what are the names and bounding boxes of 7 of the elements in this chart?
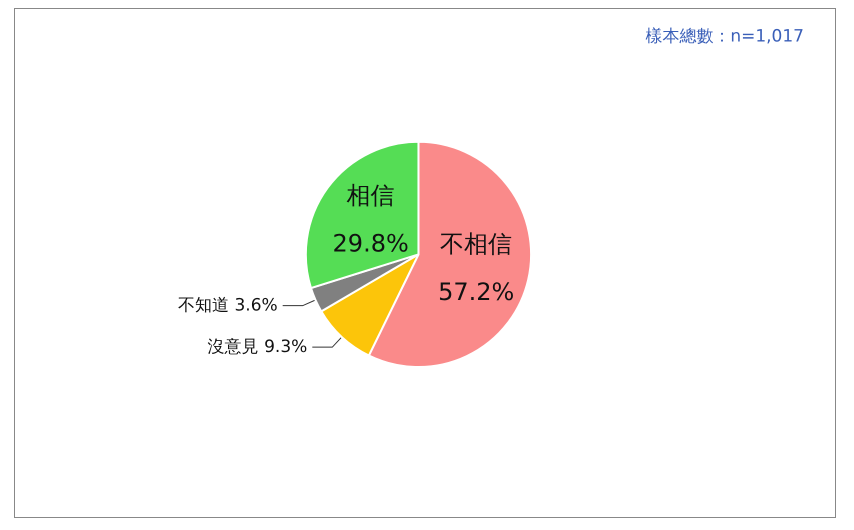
data-label: 29.8%: [332, 229, 409, 258]
slice-label: 不相信: [440, 230, 512, 258]
slice-label: 不知道 3.6%: [178, 296, 278, 316]
data-label: 57.2%: [438, 278, 514, 306]
slice-label: 沒意見 9.3%: [208, 337, 308, 358]
text: 樣本總數：n=1,017: [645, 26, 804, 46]
slice-label: 相信: [346, 181, 395, 210]
